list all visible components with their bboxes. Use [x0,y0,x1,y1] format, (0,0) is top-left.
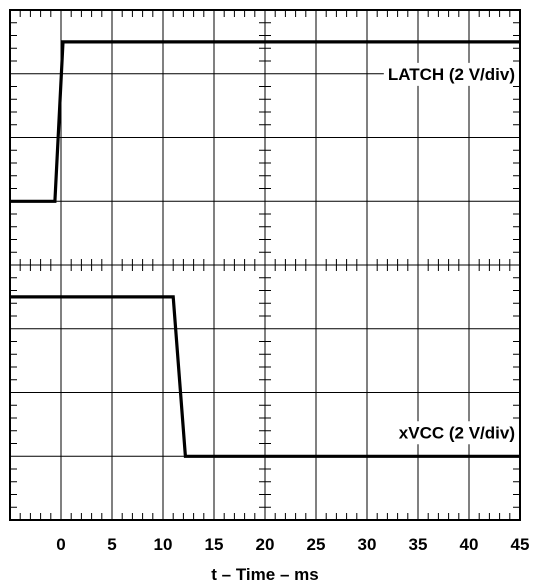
trace-latch [10,40,520,203]
x-tick-label: 5 [107,535,116,554]
plot-border [9,9,521,521]
xvcc-label-background [394,421,519,445]
x-tick-label: 20 [256,535,275,554]
trace-xvcc [10,295,520,458]
xvcc-trace-label: xVCC (2 V/div) [399,423,515,442]
latch-trace-label: LATCH (2 V/div) [388,65,515,84]
trace-labels: LATCH (2 V/div) xVCC (2 V/div) [383,62,519,445]
x-tick-label: 30 [358,535,377,554]
traces [10,40,520,458]
x-tick-label: 0 [56,535,65,554]
x-tick-labels: 0 5 10 15 20 25 30 35 40 45 [56,535,529,554]
x-tick-label: 10 [154,535,173,554]
grid [9,9,521,521]
x-tick-label: 45 [511,535,530,554]
x-tick-label: 25 [307,535,326,554]
latch-label-background [383,62,519,86]
x-tick-label: 15 [205,535,224,554]
x-tick-label: 35 [409,535,428,554]
x-axis-title: t – Time – ms [211,565,318,584]
x-tick-label: 40 [460,535,479,554]
